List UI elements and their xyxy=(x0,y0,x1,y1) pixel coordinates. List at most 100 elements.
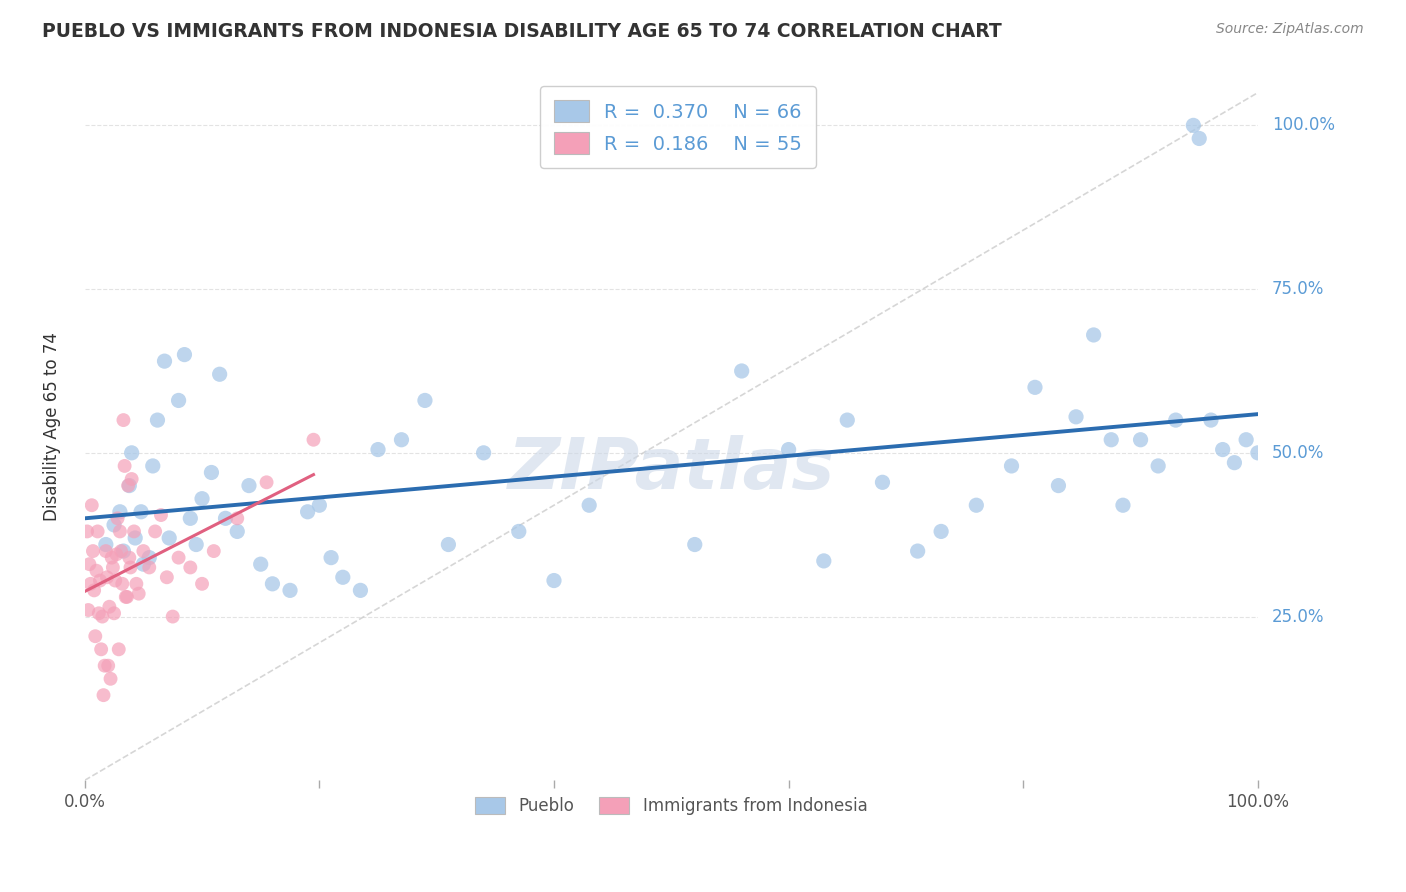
Point xyxy=(1234,433,1257,447)
Point xyxy=(191,491,214,506)
Point xyxy=(543,574,565,588)
Point xyxy=(103,517,125,532)
Point xyxy=(249,557,271,571)
Legend: Pueblo, Immigrants from Indonesia: Pueblo, Immigrants from Indonesia xyxy=(465,787,877,825)
Point xyxy=(128,587,150,601)
Point xyxy=(121,472,143,486)
Point xyxy=(125,577,148,591)
Point xyxy=(115,590,138,604)
Point xyxy=(214,511,236,525)
Point xyxy=(146,413,169,427)
Point xyxy=(238,478,260,492)
Point xyxy=(683,537,706,551)
Point xyxy=(349,583,371,598)
Point xyxy=(332,570,354,584)
Point xyxy=(79,577,101,591)
Point xyxy=(162,609,184,624)
Point xyxy=(82,544,104,558)
Point xyxy=(132,544,155,558)
Point xyxy=(173,348,195,362)
Point xyxy=(262,577,284,591)
Point xyxy=(226,511,249,525)
Point xyxy=(508,524,530,539)
Point xyxy=(104,574,127,588)
Point xyxy=(108,505,131,519)
Point xyxy=(1247,446,1270,460)
Point xyxy=(84,629,107,643)
Point xyxy=(138,560,160,574)
Point xyxy=(121,446,143,460)
Point xyxy=(200,466,222,480)
Point xyxy=(778,442,800,457)
Point xyxy=(120,560,142,574)
Y-axis label: Disability Age 65 to 74: Disability Age 65 to 74 xyxy=(44,332,60,521)
Point xyxy=(1083,328,1105,343)
Point xyxy=(110,544,132,558)
Point xyxy=(256,475,278,490)
Point xyxy=(907,544,929,558)
Point xyxy=(142,458,165,473)
Point xyxy=(114,590,136,604)
Text: 50.0%: 50.0% xyxy=(1272,444,1324,462)
Text: 25.0%: 25.0% xyxy=(1272,607,1324,625)
Point xyxy=(129,505,152,519)
Point xyxy=(80,498,103,512)
Point xyxy=(79,557,101,571)
Point xyxy=(117,478,139,492)
Point xyxy=(1182,119,1205,133)
Point xyxy=(202,544,225,558)
Point xyxy=(208,368,231,382)
Point xyxy=(179,511,201,525)
Point xyxy=(929,524,952,539)
Point xyxy=(1024,380,1046,394)
Point xyxy=(138,550,160,565)
Point xyxy=(93,658,115,673)
Point xyxy=(87,607,110,621)
Point xyxy=(108,524,131,539)
Text: PUEBLO VS IMMIGRANTS FROM INDONESIA DISABILITY AGE 65 TO 74 CORRELATION CHART: PUEBLO VS IMMIGRANTS FROM INDONESIA DISA… xyxy=(42,22,1002,41)
Point xyxy=(302,433,325,447)
Point xyxy=(143,524,166,539)
Point xyxy=(103,607,125,621)
Point xyxy=(100,672,122,686)
Point xyxy=(472,446,495,460)
Point xyxy=(186,537,208,551)
Point xyxy=(101,560,124,574)
Point xyxy=(965,498,987,512)
Point xyxy=(93,688,115,702)
Point xyxy=(112,544,135,558)
Point xyxy=(83,583,105,598)
Point xyxy=(107,511,129,525)
Point xyxy=(90,642,112,657)
Point xyxy=(391,433,413,447)
Text: ZIPatlas: ZIPatlas xyxy=(508,434,835,504)
Point xyxy=(94,544,117,558)
Point xyxy=(100,550,122,565)
Point xyxy=(1188,131,1211,145)
Point xyxy=(837,413,859,427)
Point xyxy=(98,599,121,614)
Point xyxy=(1223,456,1246,470)
Point xyxy=(179,560,201,574)
Point xyxy=(89,574,111,588)
Point xyxy=(118,478,141,492)
Point xyxy=(112,413,135,427)
Point xyxy=(153,354,176,368)
Point xyxy=(1047,478,1070,492)
Point xyxy=(278,583,301,598)
Text: Source: ZipAtlas.com: Source: ZipAtlas.com xyxy=(1216,22,1364,37)
Point xyxy=(308,498,330,512)
Point xyxy=(167,550,190,565)
Point xyxy=(437,537,460,551)
Point xyxy=(1147,458,1170,473)
Point xyxy=(86,524,108,539)
Point xyxy=(118,550,141,565)
Point xyxy=(367,442,389,457)
Point xyxy=(91,609,114,624)
Point xyxy=(156,570,179,584)
Point xyxy=(1000,458,1022,473)
Point xyxy=(872,475,894,490)
Point xyxy=(1129,433,1152,447)
Point xyxy=(105,547,128,561)
Point xyxy=(94,537,117,551)
